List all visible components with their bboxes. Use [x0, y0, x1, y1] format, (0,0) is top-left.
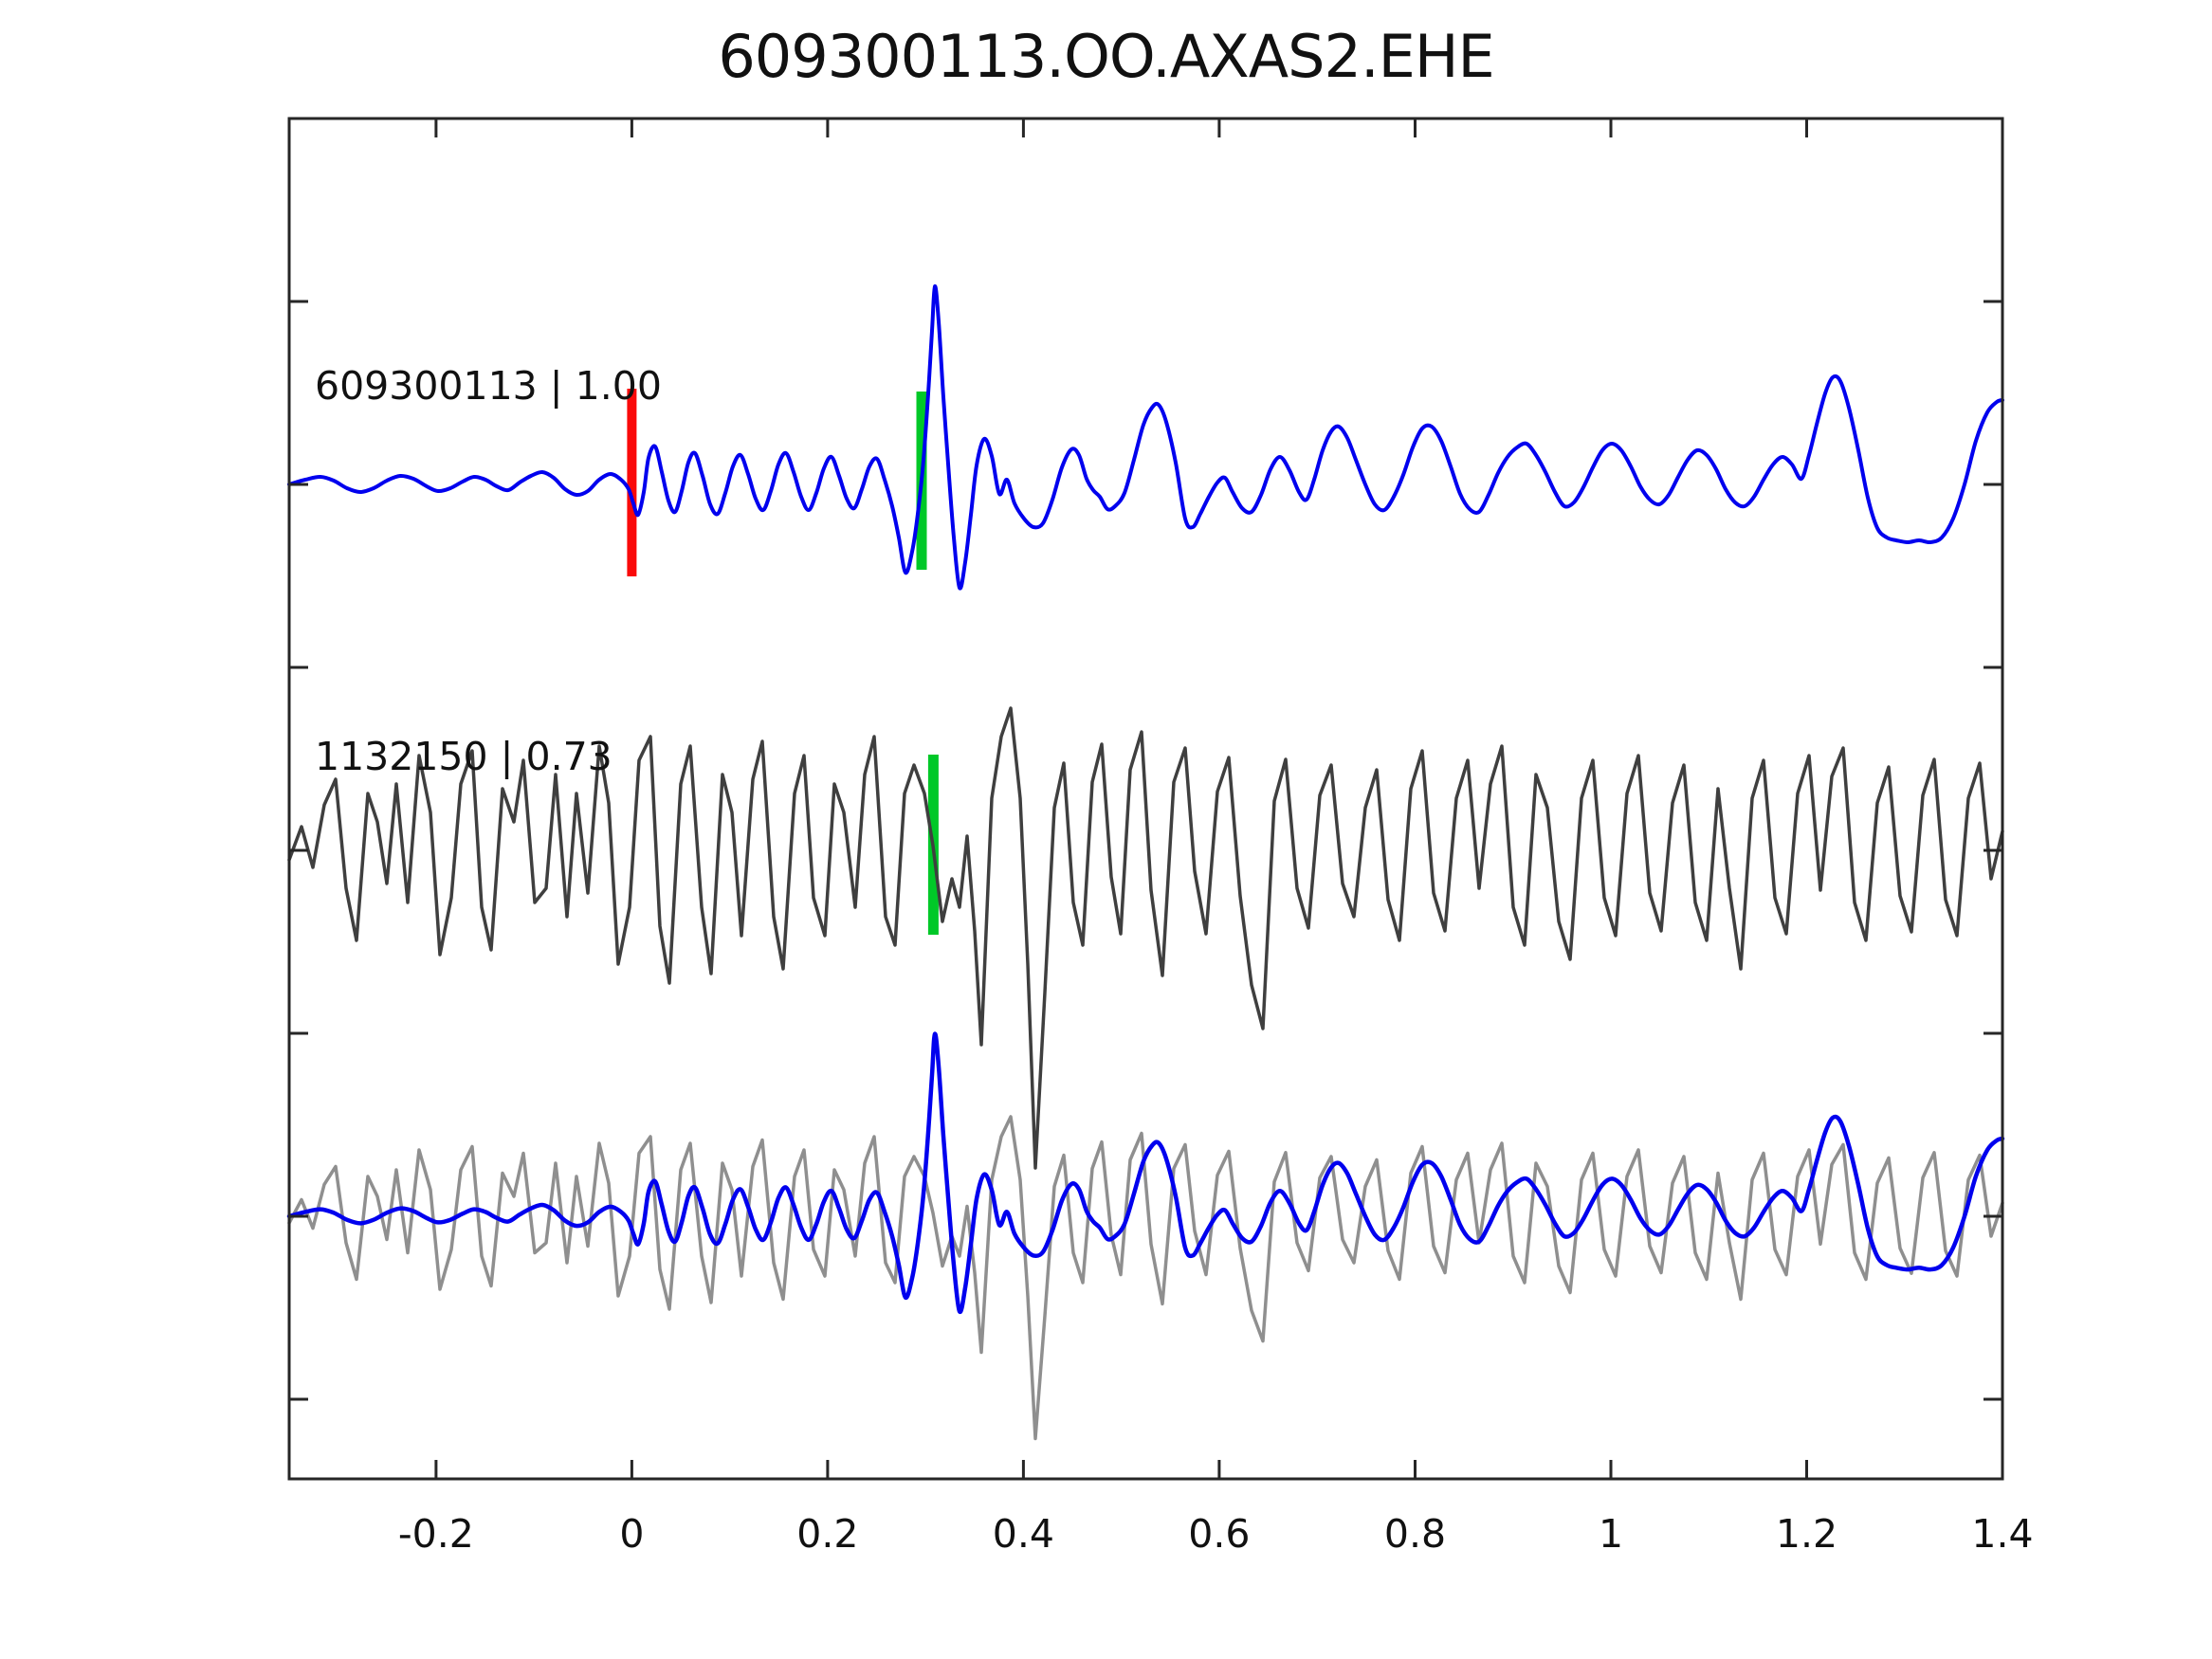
figure-title: 609300113.OO.AXAS2.EHE	[718, 22, 1494, 91]
x-tick-label: 0.4	[993, 1511, 1054, 1557]
x-tick-label: 1.2	[1776, 1511, 1837, 1557]
x-tick-label: 0	[619, 1511, 644, 1557]
x-tick-label: 0.8	[1384, 1511, 1446, 1557]
x-tick-label: 0.2	[796, 1511, 858, 1557]
plot-frame	[287, 117, 2004, 1481]
x-tick-label: 1.4	[1971, 1511, 2033, 1557]
template-trace-label: 609300113 | 1.00	[315, 363, 662, 409]
overlay-template-trace	[286, 1031, 2005, 1315]
x-tick-label: 1	[1599, 1511, 1623, 1557]
detection-trace	[287, 706, 2004, 1170]
detection-trace-label: 1132150 | 0.73	[315, 734, 612, 779]
x-tick-label: -0.2	[398, 1511, 474, 1557]
x-tick-label: 0.6	[1188, 1511, 1250, 1557]
overlay-detection-trace	[287, 1115, 2004, 1441]
template-trace	[287, 283, 2004, 591]
template-pick-marker	[627, 389, 637, 576]
